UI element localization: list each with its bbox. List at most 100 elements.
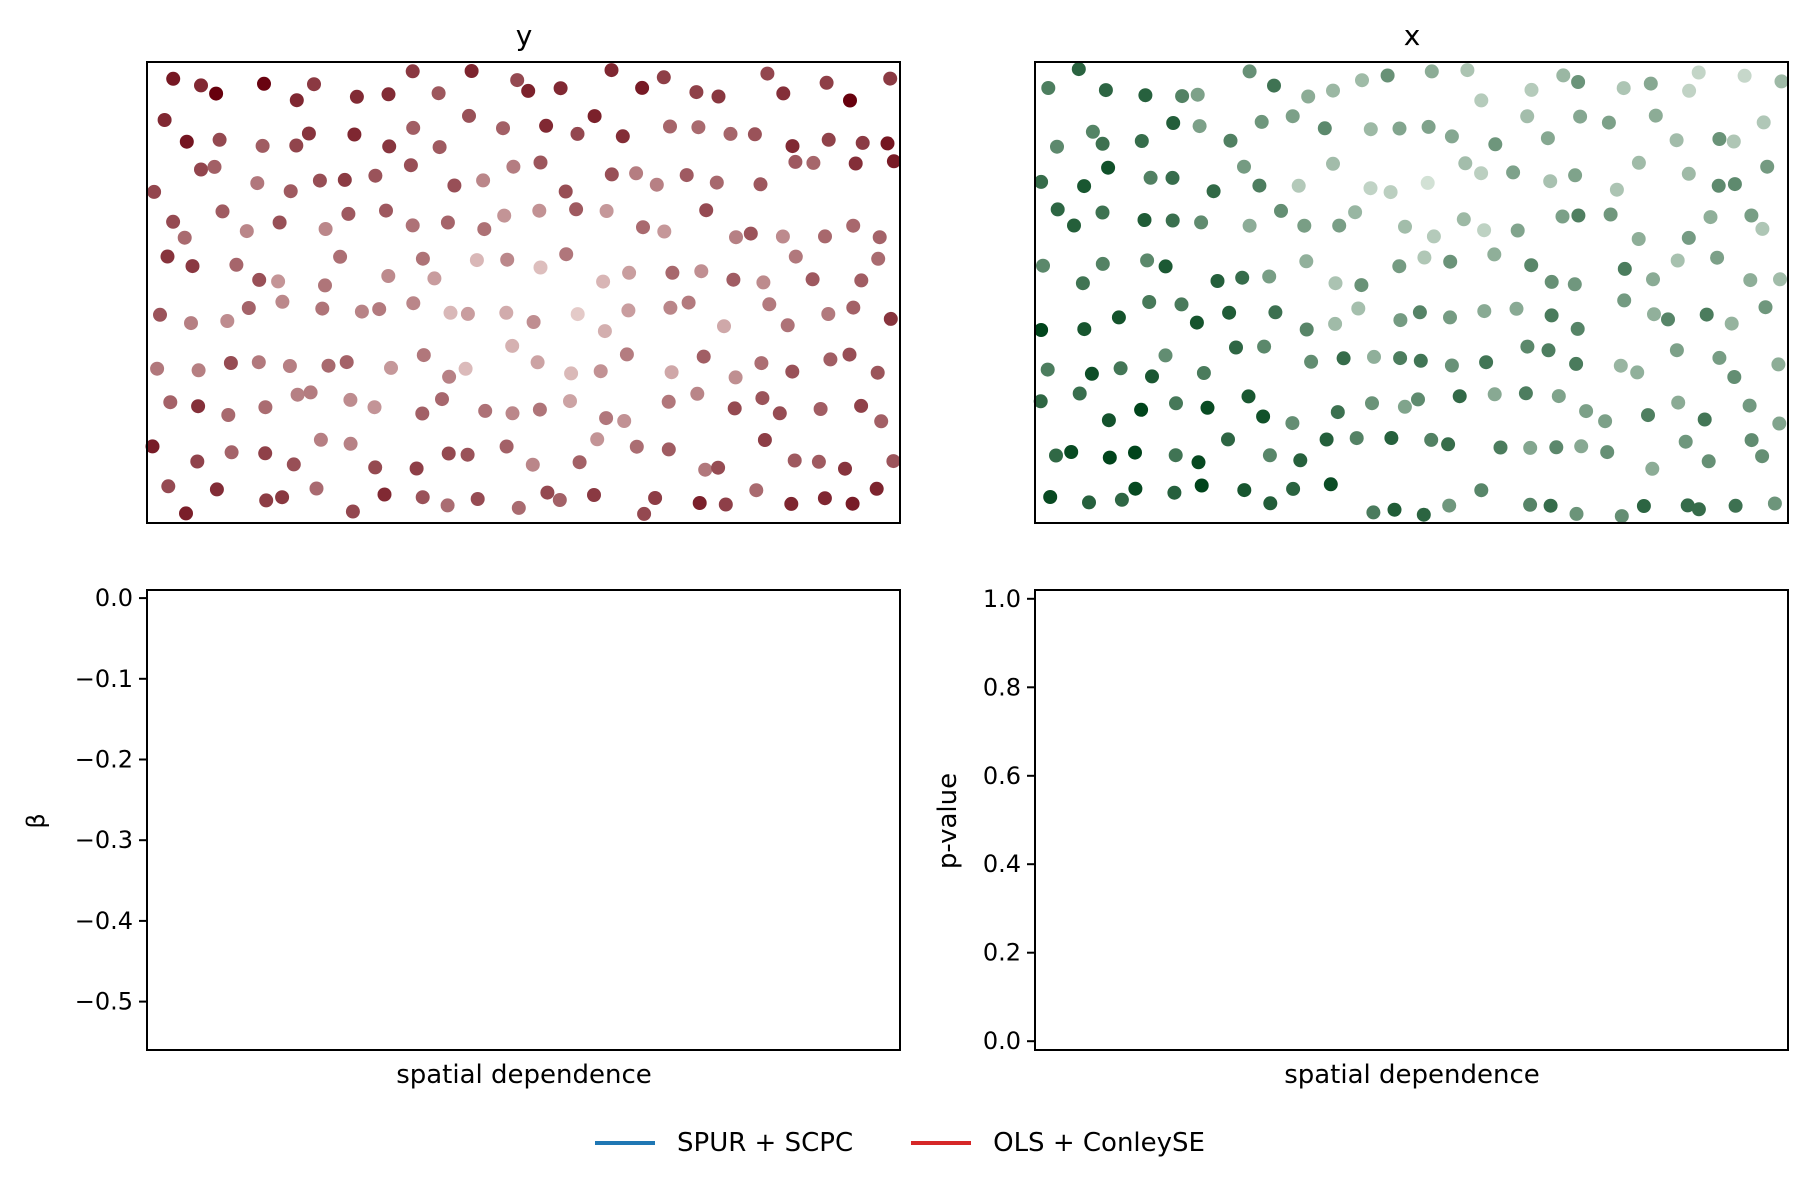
map-point: [1767, 496, 1782, 511]
map-point: [1523, 497, 1538, 512]
map-point: [1397, 399, 1412, 414]
map-point: [1257, 339, 1272, 354]
map-point: [1392, 121, 1407, 136]
ytick-label: 0.0: [95, 584, 133, 612]
map-point: [510, 73, 525, 88]
map-point: [845, 496, 860, 511]
map-point: [587, 488, 601, 502]
map-point: [309, 481, 324, 496]
map-point: [886, 154, 901, 169]
map-point: [821, 132, 836, 147]
map-point: [464, 64, 479, 78]
map-point: [441, 446, 456, 461]
pvalue-plot: 0.0 0.2 0.4 0.6 0.8 1.0 p-value spatial depen…: [933, 585, 1789, 1090]
map-point: [372, 302, 387, 317]
map-point: [1166, 116, 1181, 130]
map-point: [1773, 272, 1787, 287]
map-point: [239, 224, 254, 239]
map-point: [1712, 132, 1727, 146]
map-point: [656, 70, 671, 85]
map-point: [1363, 122, 1378, 137]
map-point: [629, 166, 644, 181]
ytick-label: −0.4: [75, 907, 133, 935]
map-point: [1544, 274, 1559, 289]
map-point: [1571, 208, 1586, 223]
map-point: [1165, 213, 1180, 228]
map-point: [1669, 343, 1684, 358]
map-point: [1758, 300, 1773, 315]
map-point: [405, 218, 420, 233]
map-point: [1682, 83, 1697, 98]
map-point: [1579, 404, 1594, 419]
map-point: [692, 496, 707, 510]
map-point: [854, 398, 869, 413]
map-point: [806, 155, 821, 170]
map-point: [558, 184, 573, 199]
map-point: [1033, 394, 1048, 409]
map-point: [1488, 137, 1503, 152]
map-point: [229, 257, 244, 272]
map-point: [1301, 89, 1316, 104]
legend-item-ols-conleyse: OLS + ConleySE: [911, 1128, 1205, 1158]
map-point: [648, 491, 663, 505]
map-point: [1398, 219, 1412, 234]
map-point: [315, 301, 330, 316]
map-point: [1424, 432, 1439, 447]
map-point: [478, 403, 493, 418]
map-point: [1643, 76, 1658, 91]
map-point: [661, 394, 676, 409]
map-point: [1518, 386, 1533, 401]
map-point: [526, 315, 541, 329]
map-point: [823, 352, 838, 367]
map-point: [223, 356, 238, 370]
ytick-label: −0.5: [75, 988, 133, 1016]
map-point: [289, 138, 304, 153]
legend: SPUR + SCPC OLS + ConleySE: [0, 1128, 1800, 1158]
beta-xlabel: spatial dependence: [396, 1060, 652, 1090]
map-point: [403, 158, 418, 173]
map-point: [870, 365, 885, 380]
map-point: [521, 83, 536, 98]
map-point: [1680, 498, 1695, 513]
map-point: [1274, 203, 1288, 218]
map-point: [286, 457, 301, 472]
map-point: [880, 136, 895, 151]
map-point: [1420, 175, 1435, 190]
map-point: [533, 260, 548, 275]
map-point: [1617, 261, 1632, 276]
map-point: [780, 318, 795, 333]
ytick-label: 0.4: [983, 850, 1021, 878]
map-point: [772, 406, 787, 421]
map-point: [476, 173, 491, 188]
map-point: [251, 355, 266, 370]
map-point: [756, 275, 771, 290]
map-point: [1452, 389, 1467, 404]
map-point: [1223, 133, 1238, 148]
legend-label-ols-conleyse: OLS + ConleySE: [993, 1128, 1205, 1158]
map-point: [532, 203, 547, 218]
map-point: [1167, 485, 1182, 500]
map-point: [552, 493, 567, 507]
map-points-y: [145, 63, 901, 521]
map-point: [1543, 174, 1558, 189]
map-point: [1145, 369, 1159, 384]
map-point: [379, 203, 393, 218]
map-point: [343, 436, 358, 451]
map-point: [1614, 509, 1629, 524]
map-point: [367, 400, 382, 415]
map-point: [307, 77, 321, 92]
map-point: [532, 402, 547, 417]
map-point: [1367, 349, 1381, 364]
map-point: [813, 402, 828, 416]
legend-item-spur-scpc: SPUR + SCPC: [595, 1128, 853, 1158]
map-point: [1384, 431, 1399, 445]
map-point: [1285, 109, 1300, 124]
map-point: [1101, 413, 1116, 428]
legend-line-spur-scpc: [595, 1141, 656, 1145]
map-point: [1095, 136, 1110, 151]
map-point: [1760, 159, 1775, 174]
map-frame-y: [146, 61, 901, 524]
map-point: [621, 303, 636, 318]
pvalue-ylabel: p-value: [933, 773, 963, 869]
map-point: [747, 127, 762, 142]
